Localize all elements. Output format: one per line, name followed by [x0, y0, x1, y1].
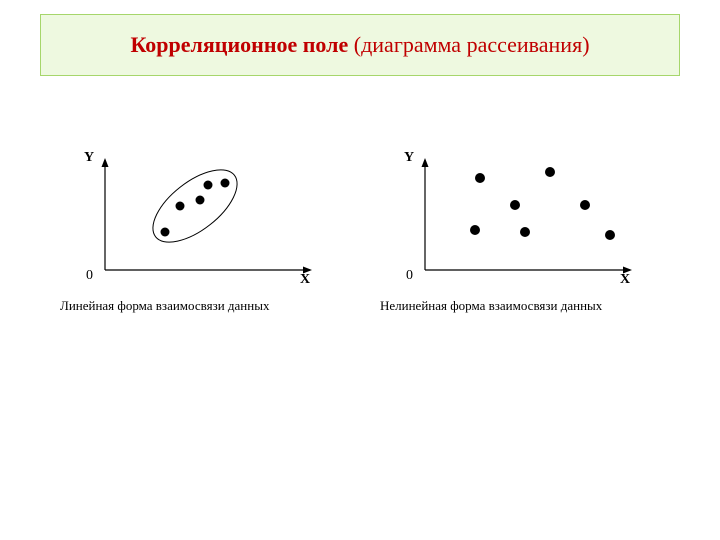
cluster-ellipse	[141, 156, 249, 255]
scatter-point	[470, 225, 480, 235]
origin-label: 0	[86, 268, 93, 284]
origin-label: 0	[406, 268, 413, 284]
chart-left-axes: Y 0 X	[60, 150, 330, 290]
scatter-point	[161, 228, 170, 237]
scatter-point	[510, 200, 520, 210]
scatter-point	[221, 179, 230, 188]
scatter-point	[580, 200, 590, 210]
title-rest: (диаграмма рассеивания)	[348, 32, 589, 57]
title-box: Корреляционное поле (диаграмма рассеиван…	[40, 14, 680, 76]
y-axis-label: Y	[404, 150, 414, 166]
scatter-point	[204, 181, 213, 190]
scatter-point	[545, 167, 555, 177]
chart-right-axes: Y 0 X	[380, 150, 650, 290]
x-axis-label: X	[620, 272, 630, 288]
chart-right: Y 0 X Нелинейная форма взаимосвязи данны…	[380, 150, 680, 314]
chart-right-caption: Нелинейная форма взаимосвязи данных	[380, 298, 680, 314]
scatter-point	[196, 196, 205, 205]
chart-left-svg	[60, 150, 330, 290]
title-bold: Корреляционное поле	[130, 32, 348, 57]
chart-left-caption: Линейная форма взаимосвязи данных	[60, 298, 360, 314]
chart-right-svg	[380, 150, 650, 290]
scatter-point	[176, 202, 185, 211]
charts-row: Y 0 X Линейная форма взаимосвязи данных …	[60, 150, 680, 314]
x-axis-label: X	[300, 272, 310, 288]
chart-left: Y 0 X Линейная форма взаимосвязи данных	[60, 150, 360, 314]
scatter-point	[605, 230, 615, 240]
page-title: Корреляционное поле (диаграмма рассеиван…	[130, 32, 589, 58]
y-axis-label: Y	[84, 150, 94, 166]
scatter-point	[520, 227, 530, 237]
scatter-point	[475, 173, 485, 183]
